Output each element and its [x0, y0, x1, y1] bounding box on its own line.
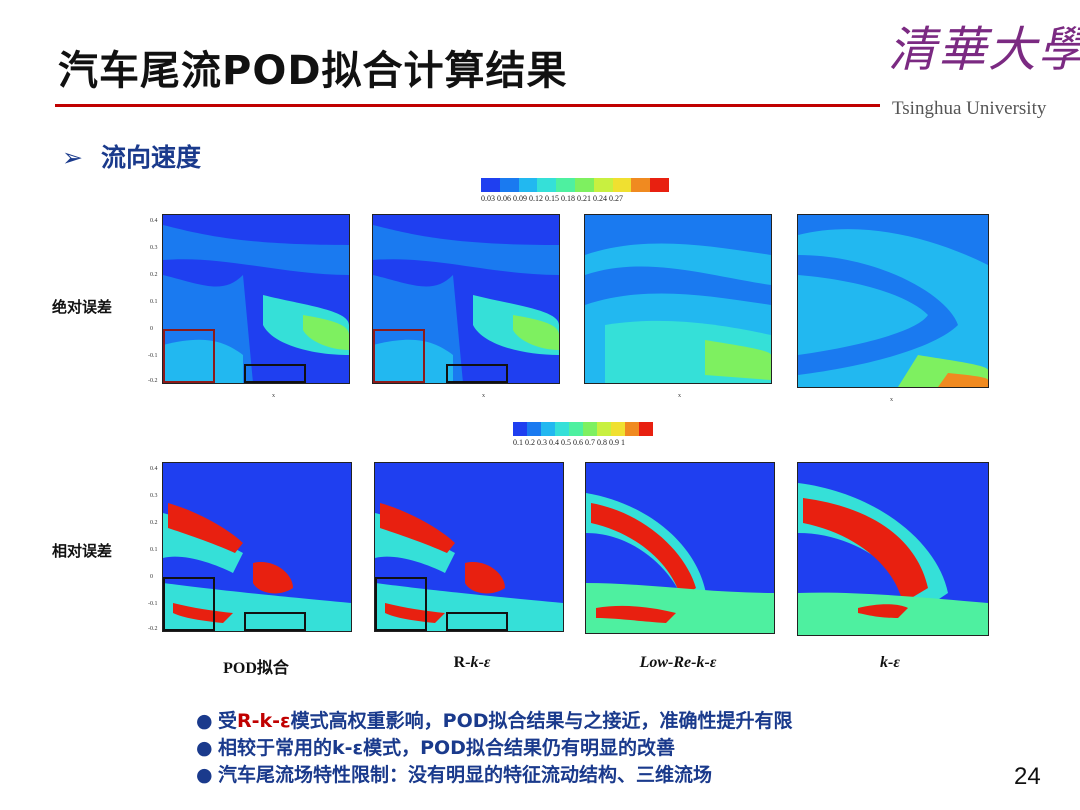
conclusion-item: ● 受R-k-ε模式高权重影响，POD拟合结果与之接近，准确性提升有限: [196, 708, 793, 735]
colorbar-relative-gradient: [513, 422, 653, 436]
column-label-ke: k-ε: [880, 654, 900, 671]
column-label-pod: POD拟合: [223, 660, 289, 677]
conclusion-item: ● 相较于常用的k-ε模式，POD拟合结果仍有明显的改善: [196, 735, 793, 762]
column-label-lowre: Low-Re-k-ε: [639, 654, 717, 671]
bullet-dot-icon: ●: [196, 764, 213, 786]
bullet-dot-icon: ●: [196, 710, 213, 732]
colorbar-relative: 0.1 0.2 0.3 0.4 0.5 0.6 0.7 0.8 0.9 1: [513, 422, 653, 447]
logo-english-name: Tsinghua University: [892, 98, 1047, 119]
slide-title: 汽车尾流POD拟合计算结果: [58, 48, 568, 94]
ytick: 0.3: [150, 493, 158, 499]
ytick: 0.4: [150, 218, 158, 224]
page-number: 24: [1014, 763, 1041, 790]
colorbar-relative-ticks: 0.1 0.2 0.3 0.4 0.5 0.6 0.7 0.8 0.9 1: [513, 438, 625, 447]
ytick: 0: [150, 574, 153, 580]
contour-abs-pod: [162, 214, 350, 384]
row-label-relative-error: 相对误差: [52, 542, 113, 560]
university-logo: 清華大學 Tsinghua University: [888, 6, 1080, 121]
section-heading-text: 流向速度: [100, 143, 201, 172]
contour-rel-rke: [374, 462, 564, 632]
ytick: -0.2: [148, 378, 158, 384]
colorbar-absolute-ticks: 0.03 0.06 0.09 0.12 0.15 0.18 0.21 0.24 …: [481, 194, 623, 203]
highlight-model-name: R-k-ε: [237, 710, 291, 732]
contour-abs-ke: [797, 214, 989, 388]
logo-chinese-name: 清華大學: [888, 22, 1080, 78]
ytick: 0: [150, 326, 153, 332]
contour-rel-lowre: [585, 462, 775, 634]
contour-rel-ke: [797, 462, 989, 636]
ytick: 0.1: [150, 299, 158, 305]
bullet-dot-icon: ●: [196, 737, 213, 759]
x-axis-name: x: [482, 393, 485, 399]
ytick: 0.1: [150, 547, 158, 553]
x-axis-name: x: [678, 393, 681, 399]
row-label-absolute-error: 绝对误差: [52, 298, 113, 316]
ytick: -0.2: [148, 626, 158, 632]
arrow-bullet-icon: ➢: [62, 143, 83, 172]
x-axis-name: x: [890, 397, 893, 403]
contour-rel-pod: [162, 462, 352, 632]
conclusion-item: ● 汽车尾流场特性限制：没有明显的特征流动结构、三维流场: [196, 762, 793, 789]
section-heading: ➢ 流向速度: [62, 138, 201, 174]
ytick: 0.2: [150, 272, 158, 278]
ytick: 0.4: [150, 466, 158, 472]
colorbar-absolute: 0.03 0.06 0.09 0.12 0.15 0.18 0.21 0.24 …: [481, 178, 669, 203]
title-divider: [55, 104, 880, 107]
ytick: 0.3: [150, 245, 158, 251]
ytick: -0.1: [148, 601, 158, 607]
ytick: -0.1: [148, 353, 158, 359]
colorbar-absolute-gradient: [481, 178, 669, 192]
column-label-rke: R-k-ε: [453, 654, 491, 671]
contour-abs-lowre: [584, 214, 772, 384]
conclusion-list: ● 受R-k-ε模式高权重影响，POD拟合结果与之接近，准确性提升有限 ● 相较于常…: [196, 708, 793, 789]
contour-abs-rke: [372, 214, 560, 384]
ytick: 0.2: [150, 520, 158, 526]
x-axis-name: x: [272, 393, 275, 399]
